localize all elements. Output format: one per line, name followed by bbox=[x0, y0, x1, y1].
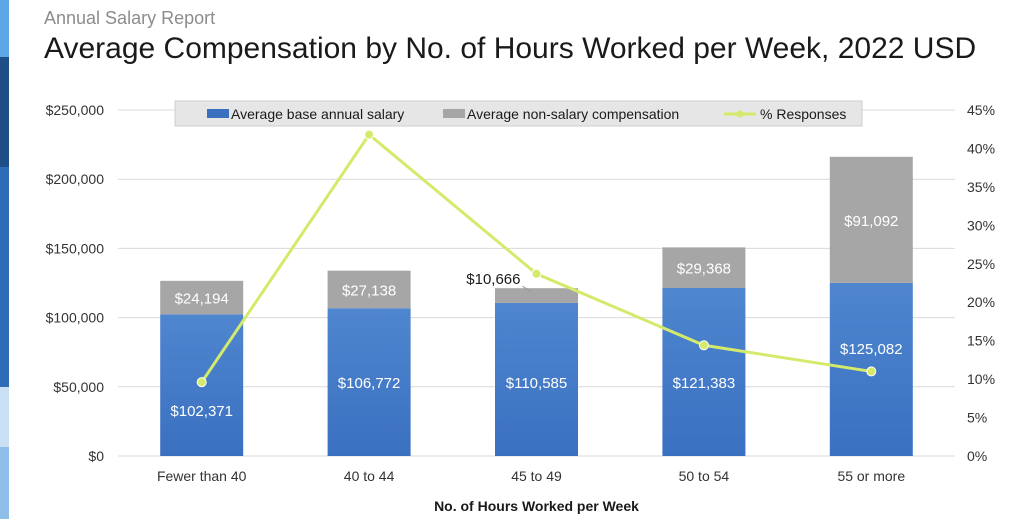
legend-swatch-base bbox=[207, 109, 229, 118]
legend-swatch-nonsalary bbox=[443, 109, 465, 118]
bar-nonsalary bbox=[327, 270, 411, 309]
x-tick-label: 40 to 44 bbox=[344, 468, 395, 484]
base-value-label: $121,383 bbox=[673, 375, 736, 392]
legend-swatch-point bbox=[736, 110, 744, 118]
legend-label-base: Average base annual salary bbox=[231, 106, 404, 122]
y2-tick-label: 15% bbox=[967, 333, 995, 349]
legend-label-nonsalary: Average non-salary compensation bbox=[467, 106, 679, 122]
y2-tick-label: 35% bbox=[967, 179, 995, 195]
strip-segment bbox=[0, 447, 9, 519]
y2-tick-label: 0% bbox=[967, 448, 987, 464]
legend: Average base annual salary Average non-sa… bbox=[174, 100, 863, 127]
bar-nonsalary bbox=[160, 280, 244, 315]
strip-segment bbox=[0, 387, 9, 447]
base-value-label: $125,082 bbox=[840, 341, 903, 358]
axes: $0 $50,000 $100,000 $150,000 $200,000 $250,00… bbox=[46, 102, 995, 514]
base-value-label: $102,371 bbox=[170, 403, 233, 420]
strip-segment bbox=[0, 167, 9, 387]
x-tick-label: 45 to 49 bbox=[511, 468, 562, 484]
x-tick-label: 50 to 54 bbox=[679, 468, 730, 484]
leader-line bbox=[522, 285, 532, 293]
side-color-strip bbox=[0, 0, 9, 519]
nonsalary-value-label: $10,666 bbox=[466, 271, 520, 288]
bar-nonsalary bbox=[829, 156, 913, 283]
bar-nonsalary bbox=[662, 247, 746, 289]
x-axis-title: No. of Hours Worked per Week bbox=[434, 498, 639, 514]
y2-tick-label: 25% bbox=[967, 256, 995, 272]
legend-label-line: % Responses bbox=[760, 106, 846, 122]
nonsalary-value-label: $91,092 bbox=[844, 213, 898, 230]
responses-line bbox=[196, 129, 877, 388]
strip-segment bbox=[0, 0, 9, 57]
y-tick-label: $100,000 bbox=[46, 310, 105, 326]
x-tick-label: Fewer than 40 bbox=[157, 468, 247, 484]
responses-point bbox=[531, 268, 542, 279]
y2-tick-label: 40% bbox=[967, 140, 995, 156]
y-tick-label: $150,000 bbox=[46, 240, 105, 256]
responses-point bbox=[698, 340, 709, 351]
nonsalary-value-label: $27,138 bbox=[342, 282, 396, 299]
y-tick-label: $50,000 bbox=[53, 379, 104, 395]
nonsalary-value-label: $29,368 bbox=[677, 261, 731, 278]
nonsalary-value-label: $24,194 bbox=[175, 291, 229, 308]
y-tick-label: $200,000 bbox=[46, 171, 105, 187]
chart-title: Average Compensation by No. of Hours Wor… bbox=[44, 32, 977, 65]
bars bbox=[160, 156, 913, 456]
y2-tick-label: 20% bbox=[967, 294, 995, 310]
bar-base-salary bbox=[662, 288, 746, 456]
y-tick-label: $0 bbox=[88, 448, 104, 464]
responses-point bbox=[866, 366, 877, 377]
base-value-label: $110,585 bbox=[506, 375, 567, 392]
y2-tick-label: 45% bbox=[967, 102, 995, 118]
report-supertitle: Annual Salary Report bbox=[44, 8, 216, 28]
y2-tick-label: 30% bbox=[967, 217, 995, 233]
responses-point bbox=[364, 129, 375, 140]
strip-segment bbox=[0, 57, 9, 167]
base-value-label: $106,772 bbox=[338, 375, 401, 392]
y2-tick-label: 5% bbox=[967, 410, 987, 426]
y-tick-label: $250,000 bbox=[46, 102, 105, 118]
bar-nonsalary bbox=[495, 288, 578, 303]
responses-point bbox=[196, 377, 207, 388]
bar-base-salary bbox=[327, 308, 411, 456]
y2-tick-label: 10% bbox=[967, 371, 995, 387]
x-tick-label: 55 or more bbox=[837, 468, 905, 484]
bar-base-salary bbox=[495, 302, 578, 456]
data-labels: $102,371 $24,194 $106,772 $27,138 $110,585 $1… bbox=[170, 213, 902, 420]
